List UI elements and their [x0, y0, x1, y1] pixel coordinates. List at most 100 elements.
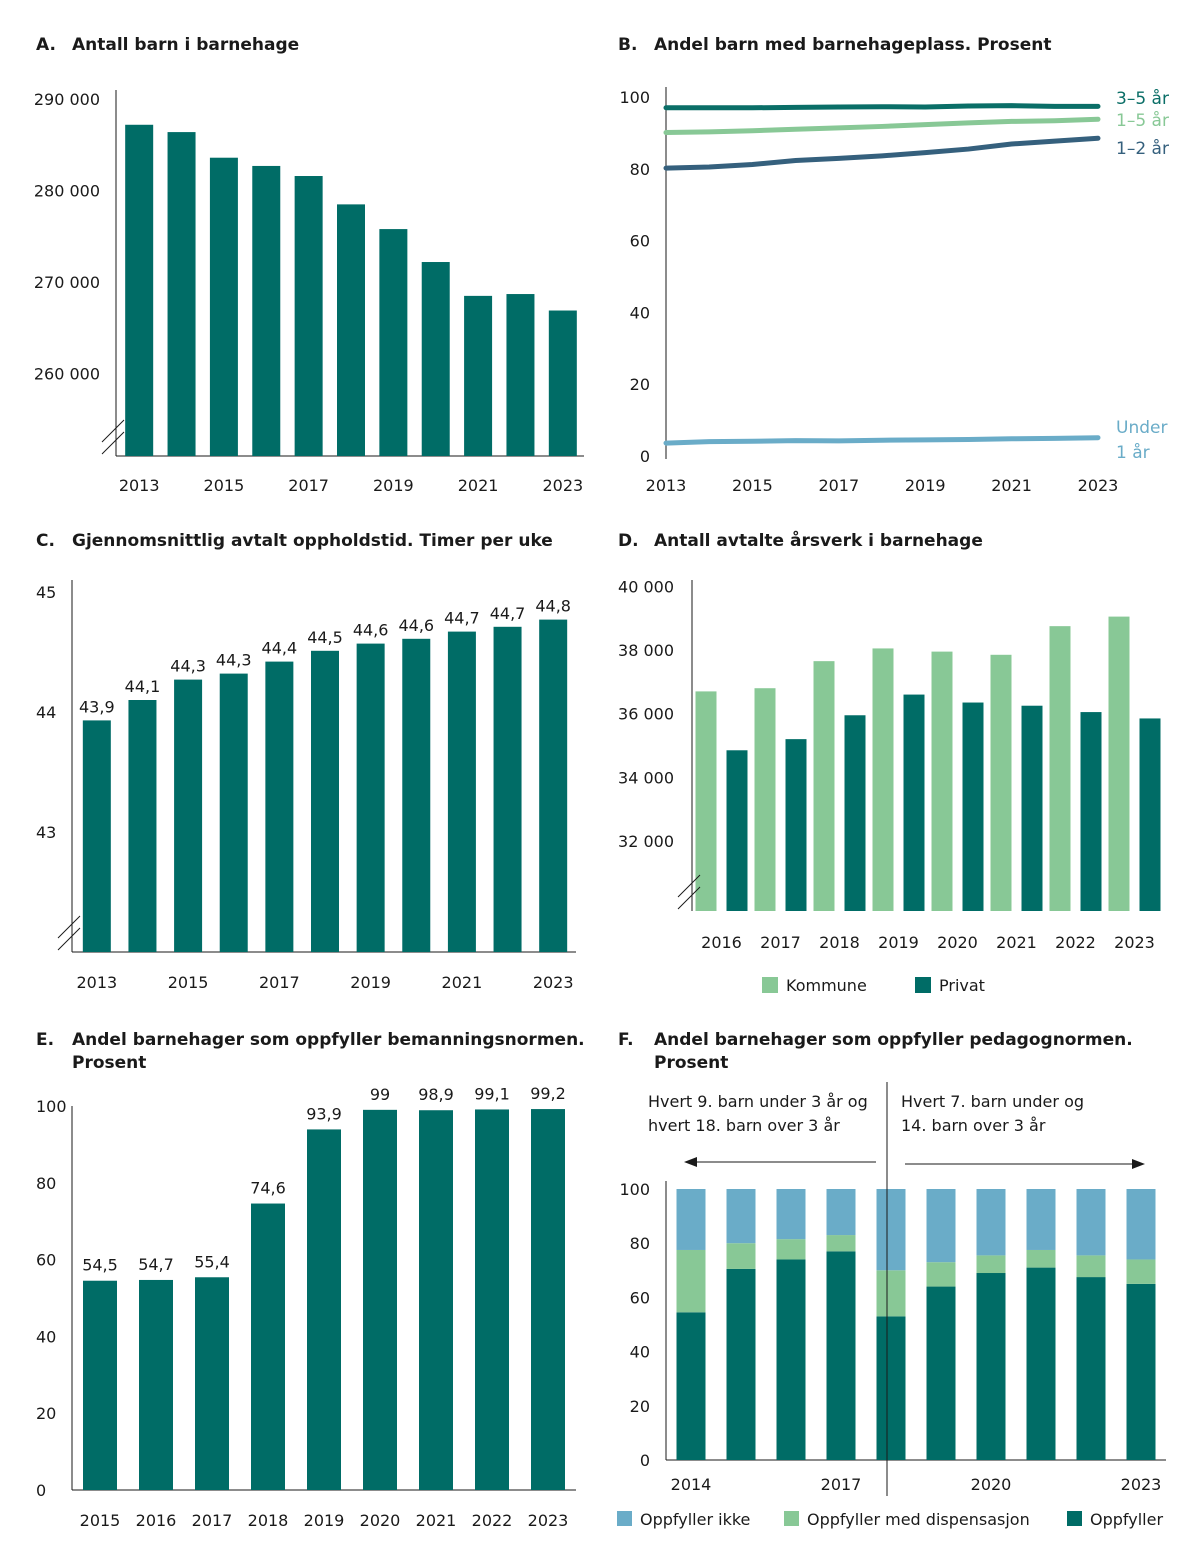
panel-d-bar-privat: [1080, 712, 1102, 911]
panel-d-legend-label: Privat: [939, 976, 985, 995]
panel-f-annotation-text: 14. barn over 3 år: [901, 1116, 1046, 1135]
panel-c-data-label: 44,3: [216, 651, 252, 670]
panel-e-bar: [475, 1109, 509, 1490]
panel-e-x-tick-label: 2018: [248, 1511, 289, 1530]
panel-b-x-tick-label: 2017: [818, 476, 859, 495]
panel-a-bar: [125, 124, 154, 457]
panel-f-bar-segment-dispensasjon: [1126, 1259, 1156, 1284]
panel-b-x-tick-label: 2021: [991, 476, 1032, 495]
panel-d-legend-swatch-kommune: [762, 977, 778, 993]
panel-b-line-1-2: [663, 135, 1101, 171]
panel-f-bar-segment-ikke: [926, 1189, 956, 1263]
panel-f-y-tick-label: 100: [619, 1180, 650, 1199]
panel-f-bar-segment-oppfyller: [976, 1273, 1006, 1460]
panel-d-y-tick-label: 40 000: [618, 577, 674, 596]
panel-e-bar: [531, 1109, 565, 1490]
panel-e-bar: [195, 1277, 229, 1490]
panel-c-x-tick-label: 2013: [76, 973, 117, 992]
panel-a-x-tick-label: 2015: [204, 476, 245, 495]
panel-f-bar-segment-dispensasjon: [876, 1270, 906, 1317]
panel-b-line-under-1: [663, 435, 1101, 446]
panel-f-bar-segment-oppfyller: [1026, 1267, 1056, 1460]
panel-e-title: E. Andel barnehager som oppfyller bemanni…: [36, 1030, 585, 1073]
panel-d-axis-break: [677, 874, 701, 898]
panel-f-title: F. Andel barnehager som oppfyller pedagog…: [618, 1030, 1133, 1073]
panel-a-x-tick-label: 2019: [373, 476, 414, 495]
panel-c-x-tick-label: 2017: [259, 973, 300, 992]
panel-f-bar-segment-ikke: [1026, 1189, 1056, 1250]
panel-f-arrowhead-left: [684, 1157, 697, 1167]
panel-b-x-tick-label: 2015: [732, 476, 773, 495]
panel-e-bar: [363, 1109, 397, 1490]
panel-c-x-tick-label: 2023: [533, 973, 574, 992]
panel-e-x-tick-label: 2016: [136, 1511, 177, 1530]
panel-d-bar-privat: [903, 694, 925, 911]
panel-f-legend-label: Oppfyller med dispensasjon: [807, 1510, 1030, 1529]
panel-a-bar: [379, 229, 408, 456]
panel-d-bar-privat: [962, 702, 984, 911]
panel-c-bar: [219, 673, 248, 952]
panel-f-arrowhead-right: [1132, 1159, 1145, 1169]
panel-d-bar-kommune: [1108, 616, 1130, 911]
panel-f-y-tick-label: 60: [630, 1288, 650, 1307]
panel-f-x-tick-label: 2014: [671, 1475, 712, 1494]
panel-c-bar: [493, 626, 522, 952]
panel-f-y-tick-label: 40: [630, 1343, 650, 1362]
panel-c-bar: [174, 679, 203, 952]
panel-f-bar-segment-oppfyller: [1126, 1283, 1156, 1460]
panel-f-y-tick-label: 20: [630, 1397, 650, 1416]
panel-f-bar-segment-oppfyller: [1076, 1277, 1106, 1460]
panel-f-bar-segment-ikke: [976, 1189, 1006, 1256]
panel-f-bar-segment-dispensasjon: [726, 1243, 756, 1269]
panel-f-x-tick-label: 2023: [1121, 1475, 1162, 1494]
panel-f-legend-swatch: [1067, 1511, 1082, 1526]
panel-e-data-label: 99: [370, 1085, 390, 1104]
panel-e-x-tick-label: 2020: [360, 1511, 401, 1530]
panel-c-data-label: 44,3: [170, 657, 206, 676]
panel-c-data-label: 44,7: [444, 609, 480, 628]
panel-f-y-tick-label: 0: [640, 1451, 650, 1470]
panel-d-x-tick-label: 2020: [937, 933, 978, 952]
panel-a-bar: [548, 310, 577, 456]
panel-f-bar-segment-oppfyller: [926, 1286, 956, 1460]
panel-a-bar: [506, 294, 535, 456]
panel-b-y-tick-label: 40: [630, 303, 650, 322]
panel-f-bar-segment-dispensasjon: [826, 1235, 856, 1252]
panel-c-y-tick-label: 45: [36, 583, 56, 602]
panel-f-annotation-text: Hvert 9. barn under 3 år og: [648, 1092, 868, 1111]
panel-e-bar: [251, 1203, 285, 1490]
panel-e-x-tick-label: 2023: [528, 1511, 569, 1530]
panel-f-bar-segment-ikke: [1126, 1189, 1156, 1260]
panel-c-data-label: 44,7: [490, 604, 526, 623]
panel-d-y-tick-label: 36 000: [618, 705, 674, 724]
panel-c-x-tick-label: 2021: [442, 973, 483, 992]
panel-f-bar-segment-ikke: [776, 1189, 806, 1240]
panel-d-bar-privat: [726, 750, 748, 911]
panel-e-x-tick-label: 2022: [472, 1511, 513, 1530]
panel-c-title: C. Gjennomsnittlig avtalt oppholdstid. Ti…: [36, 531, 553, 551]
panel-c-bar: [447, 631, 476, 952]
panel-d-bar-kommune: [990, 654, 1012, 911]
panel-e-bar: [307, 1129, 341, 1490]
panel-b-x-tick-label: 2019: [905, 476, 946, 495]
panel-f-bar-segment-oppfyller: [726, 1268, 756, 1460]
panel-c-data-label: 44,6: [353, 621, 389, 640]
panel-f-y-tick-label: 80: [630, 1234, 650, 1253]
panel-c-bar: [356, 643, 385, 952]
panel-b-series-label: 1 år: [1116, 442, 1150, 463]
panel-f-bar-segment-oppfyller: [826, 1251, 856, 1460]
panel-f-bar-segment-ikke: [726, 1189, 756, 1244]
panel-d-legend-label: Kommune: [786, 976, 867, 995]
panel-c-data-label: 43,9: [79, 697, 115, 716]
panel-b-title: B. Andel barn med barnehageplass. Prosent: [618, 35, 1052, 55]
panel-c-bar: [402, 638, 431, 952]
panel-c-data-label: 44,5: [307, 628, 343, 647]
panel-a-bar: [252, 165, 281, 456]
panel-f-annotation-text: Hvert 7. barn under og: [901, 1092, 1084, 1111]
panel-a-x-tick-label: 2021: [458, 476, 499, 495]
panel-a-bar: [167, 132, 196, 456]
panel-c-axis-break: [57, 915, 81, 939]
panel-f-bar-segment-ikke: [676, 1189, 706, 1250]
panel-f-legend-swatch: [617, 1511, 632, 1526]
panel-e-bar: [83, 1280, 117, 1490]
